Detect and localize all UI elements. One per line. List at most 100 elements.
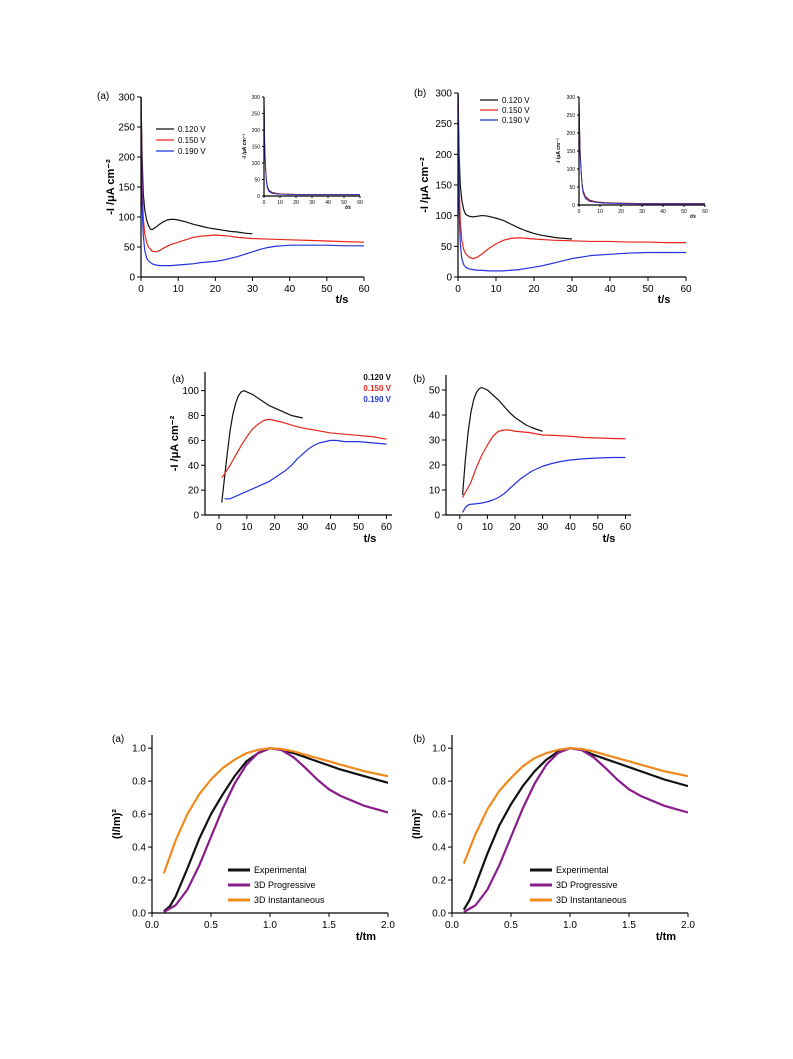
y-tick-label: 200 [118, 153, 135, 164]
y-tick-label: 0.2 [132, 876, 146, 887]
y-axis-label: -I /μA cm⁻² [105, 159, 117, 215]
series-line-0-190-v [458, 92, 686, 272]
y-tick-label: 0.8 [132, 777, 146, 788]
y-tick-label: 300 [567, 95, 576, 101]
x-tick-label: 20 [618, 209, 624, 215]
y-tick-label: 250 [118, 123, 135, 134]
legend-entry: 0.190 V [363, 395, 391, 404]
y-tick-label: 50 [429, 386, 441, 397]
x-tick-label: 60 [702, 209, 708, 215]
legend-entry: Experimental [254, 865, 307, 875]
panel-label: (b) [413, 734, 425, 745]
y-tick-label: 0.6 [132, 810, 146, 821]
x-tick-label: 10 [490, 284, 502, 295]
series-line-black [579, 96, 705, 204]
x-tick-label: 20 [528, 284, 540, 295]
y-tick-label: 0 [572, 203, 575, 209]
panel-label: (a) [112, 734, 124, 745]
x-tick-label: 30 [639, 209, 645, 215]
y-tick-label: 20 [188, 486, 200, 497]
y-tick-label: 0.4 [432, 843, 446, 854]
x-tick-label: 10 [597, 209, 603, 215]
panel-label: (a) [97, 91, 109, 102]
chart-a3: 0.0 0.5 1.0 1.5 2.0 0.0 0.2 0.4 0.6 0.8 1.0 t/tm (I/… [111, 734, 395, 943]
legend: Experimental 3D Progressive 3D Instantaneo… [228, 865, 325, 905]
y-tick-label: 50 [124, 243, 136, 254]
x-tick-label: 0 [138, 284, 144, 295]
y-tick-label: 30 [429, 436, 441, 447]
x-tick-label: 50 [642, 284, 654, 295]
x-axis-label: t/tm [356, 931, 376, 943]
legend-entry: 0.190 V [502, 116, 530, 125]
y-tick-label: 0.4 [132, 843, 146, 854]
y-axis-label: -I /μA cm⁻² [419, 157, 431, 213]
series-line-0-190-v [224, 439, 387, 500]
y-tick-label: 200 [252, 128, 261, 134]
x-tick-label: 0 [263, 200, 266, 206]
y-tick-label: 20 [429, 461, 441, 472]
x-tick-label: 40 [604, 284, 616, 295]
legend: 0.120 V0.150 V0.190 V [363, 373, 391, 404]
x-tick-label: 10 [173, 284, 185, 295]
y-tick-label: 300 [435, 89, 452, 100]
x-tick-label: 60 [357, 200, 363, 206]
y-axis-label: -I /μA cm⁻² [169, 415, 181, 471]
x-tick-label: 40 [565, 522, 577, 533]
x-tick-label: 0 [216, 522, 222, 533]
x-tick-label: 0.0 [145, 920, 159, 931]
x-tick-label: 20 [269, 522, 281, 533]
y-tick-label: 0 [129, 273, 135, 284]
y-tick-label: 0.8 [432, 777, 446, 788]
legend-entry: 0.190 V [178, 147, 206, 156]
y-tick-label: 250 [435, 119, 452, 130]
y-tick-label: 100 [567, 167, 576, 173]
legend-entry: 0.150 V [178, 136, 206, 145]
x-tick-label: 20 [210, 284, 222, 295]
legend: 0.120 V 0.150 V 0.190 V [156, 125, 206, 156]
series-line-black [264, 96, 360, 195]
x-tick-label: 40 [284, 284, 296, 295]
y-tick-label: 0.6 [432, 810, 446, 821]
y-tick-label: 100 [252, 161, 261, 167]
y-tick-label: 200 [435, 150, 452, 161]
series-line-red [579, 96, 705, 204]
legend-entry: 3D Instantaneous [254, 895, 325, 905]
y-tick-label: 40 [429, 411, 441, 422]
y-tick-label: 50 [441, 242, 453, 253]
x-tick-label: 50 [681, 209, 687, 215]
y-tick-label: 0 [257, 194, 260, 200]
x-axis-label: t/s [658, 294, 671, 306]
x-axis-label: t/s [603, 533, 616, 545]
y-tick-label: 100 [118, 213, 135, 224]
x-tick-label: 10 [277, 200, 283, 206]
y-tick-label: 0 [434, 511, 440, 522]
series-line-black [461, 386, 543, 496]
series-line-blue [579, 96, 705, 205]
x-tick-label: 60 [680, 284, 692, 295]
series-line-0-120-v [221, 390, 303, 503]
series-line-0-150-v [458, 92, 686, 260]
legend: 0.120 V0.150 V0.190 V [480, 96, 530, 125]
x-tick-label: 50 [592, 522, 604, 533]
chart-a2: 0 10 20 30 40 50 60 0 20 40 60 80 100 t/s -I /μA cm⁻² (… [169, 372, 392, 545]
series-line-0-150-v [221, 418, 387, 479]
x-tick-label: 20 [509, 522, 521, 533]
y-tick-label: 80 [188, 411, 200, 422]
y-tick-label: 200 [567, 131, 576, 137]
y-tick-label: 0 [193, 511, 199, 522]
y-tick-label: 50 [254, 177, 260, 183]
y-tick-label: 100 [435, 211, 452, 222]
x-tick-label: 40 [325, 200, 331, 206]
panel-label: (a) [172, 374, 184, 385]
legend-entry: 3D Progressive [556, 880, 618, 890]
panel-label: (b) [414, 88, 426, 99]
x-tick-label: 50 [353, 522, 365, 533]
series-line-red [264, 96, 360, 195]
x-tick-label: 30 [566, 284, 578, 295]
y-tick-label: 150 [118, 183, 135, 194]
legend-entry: 0.120 V [178, 125, 206, 134]
x-tick-label: 30 [297, 522, 309, 533]
x-tick-label: 2.0 [381, 920, 395, 931]
